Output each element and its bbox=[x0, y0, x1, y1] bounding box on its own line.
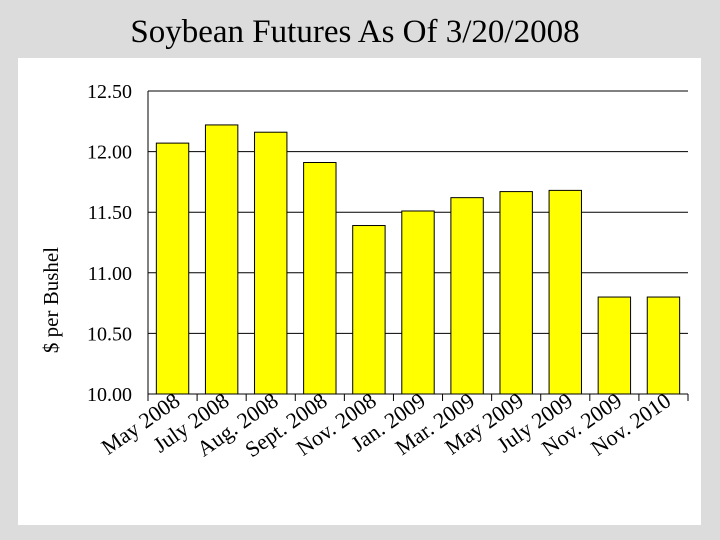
bar bbox=[155, 142, 190, 395]
bar bbox=[303, 162, 337, 395]
axes bbox=[147, 91, 689, 401]
bar bbox=[204, 124, 239, 395]
bar bbox=[597, 296, 632, 395]
bar bbox=[548, 189, 582, 395]
bar bbox=[450, 197, 484, 395]
chart-title: Soybean Futures As Of 3/20/2008 bbox=[130, 14, 580, 50]
bar bbox=[646, 296, 681, 395]
bar-chart: 10.00 10.50 11.00 11.50 12.00 12.50 May 2008J… bbox=[39, 81, 689, 462]
y-tick-label: 12.50 bbox=[87, 81, 132, 103]
bar-series bbox=[155, 124, 681, 395]
y-axis-label: $ per Bushel bbox=[39, 247, 63, 353]
y-tick-labels: 10.00 10.50 11.00 11.50 12.00 12.50 bbox=[87, 81, 132, 406]
y-tick-label: 11.00 bbox=[88, 263, 132, 285]
chart-panel: 10.00 10.50 11.00 11.50 12.00 12.50 May 2008 J… bbox=[18, 58, 701, 525]
bar bbox=[401, 210, 435, 395]
y-tick-label: 12.00 bbox=[87, 142, 132, 164]
y-tick-label: 11.50 bbox=[88, 202, 132, 224]
y-tick-label: 10.50 bbox=[87, 323, 132, 345]
bar bbox=[499, 191, 533, 395]
bar bbox=[254, 131, 288, 395]
bar bbox=[352, 225, 386, 395]
y-tick-label: 10.00 bbox=[87, 384, 132, 406]
